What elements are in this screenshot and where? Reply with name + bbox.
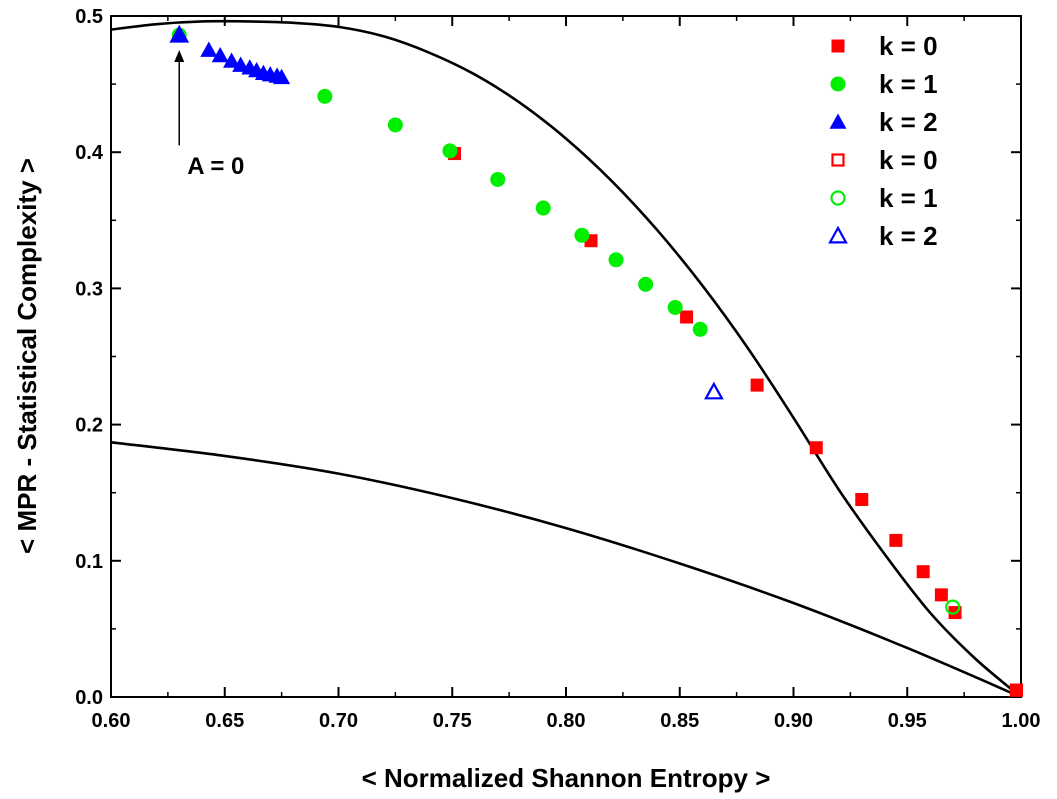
x-tick-label: 1.00: [1002, 710, 1041, 732]
data-point: [535, 200, 551, 216]
data-point: [211, 46, 229, 63]
legend-item: k = 2: [828, 221, 938, 251]
data-point: [574, 227, 590, 243]
y-tick-label: 0.5: [75, 6, 103, 28]
legend-marker: [828, 225, 848, 244]
series-5: [169, 24, 724, 400]
series-3: [1009, 683, 1024, 697]
series-0: [448, 147, 1023, 697]
legend-marker: [830, 190, 846, 206]
data-point: [945, 599, 961, 615]
boundary-curve-min: [111, 441, 1021, 697]
data-point: [200, 41, 218, 57]
y-tick-label: 0.4: [75, 142, 104, 164]
legend-label: k = 2: [879, 221, 938, 251]
x-tick-label: 0.60: [92, 710, 131, 732]
data-point: [1009, 683, 1023, 697]
annotation-label: A = 0: [187, 153, 244, 180]
series-2: [170, 26, 291, 85]
legend-item: k = 0: [831, 31, 938, 61]
data-point: [490, 171, 506, 187]
legend: k = 0 k = 1 k = 2 k = 0 k = 1 k = 2: [828, 31, 938, 251]
x-tick-label: 0.80: [547, 710, 586, 732]
legend-item: k = 2: [829, 107, 938, 137]
legend-item: k = 1: [830, 69, 938, 99]
data-point: [170, 26, 188, 42]
boundary-curve-max: [111, 19, 1021, 697]
legend-label: k = 1: [879, 69, 938, 99]
y-tick-label: 0.1: [75, 551, 103, 573]
legend-label: k = 1: [879, 183, 938, 213]
series-4: [945, 599, 961, 615]
data-point: [855, 493, 869, 507]
data-point: [704, 381, 724, 400]
data-point: [223, 52, 241, 68]
y-tick-label: 0.0: [75, 687, 103, 709]
axes: 0.60 0.65 0.70 0.75 0.80 0.85 0.90 0.95 1.00 0.0 0…: [75, 6, 1040, 732]
annotations: A = 0: [174, 50, 244, 180]
legend-label: k = 0: [879, 31, 938, 61]
x-tick-label: 0.95: [888, 710, 927, 732]
x-axis-label: < Normalized Shannon Entropy >: [362, 763, 771, 793]
data-point: [387, 117, 403, 133]
data-point: [916, 565, 930, 579]
x-tick-label: 0.85: [660, 710, 699, 732]
x-tick-label: 0.70: [319, 710, 358, 732]
data-point: [809, 441, 823, 455]
legend-label: k = 0: [879, 145, 938, 175]
data-point: [934, 588, 948, 602]
legend-item: k = 0: [831, 145, 938, 175]
y-axis-label: < MPR - Statistical Complexity >: [12, 158, 42, 554]
data-points: [169, 24, 1024, 697]
legend-item: k = 1: [830, 183, 938, 213]
y-tick-label: 0.2: [75, 415, 103, 437]
boundary-curves: [111, 19, 1021, 697]
x-tick-label: 0.75: [433, 710, 472, 732]
data-point: [750, 378, 764, 392]
data-point: [608, 252, 624, 268]
data-point: [1009, 683, 1024, 697]
legend-marker: [831, 153, 845, 167]
data-point: [169, 24, 190, 43]
x-tick-label: 0.90: [774, 710, 813, 732]
legend-marker: [830, 76, 846, 92]
legend-marker: [831, 39, 845, 53]
data-point: [667, 299, 683, 315]
data-point: [680, 310, 694, 324]
data-point: [889, 533, 903, 547]
y-tick-label: 0.3: [75, 278, 103, 300]
data-point: [442, 143, 458, 159]
data-point: [317, 88, 333, 104]
x-tick-label: 0.65: [205, 710, 244, 732]
legend-label: k = 2: [879, 107, 938, 137]
data-point: [638, 276, 654, 292]
annotation-arrow-head: [174, 50, 185, 63]
data-point: [692, 321, 708, 337]
legend-marker: [829, 113, 847, 129]
data-point: [273, 68, 291, 85]
